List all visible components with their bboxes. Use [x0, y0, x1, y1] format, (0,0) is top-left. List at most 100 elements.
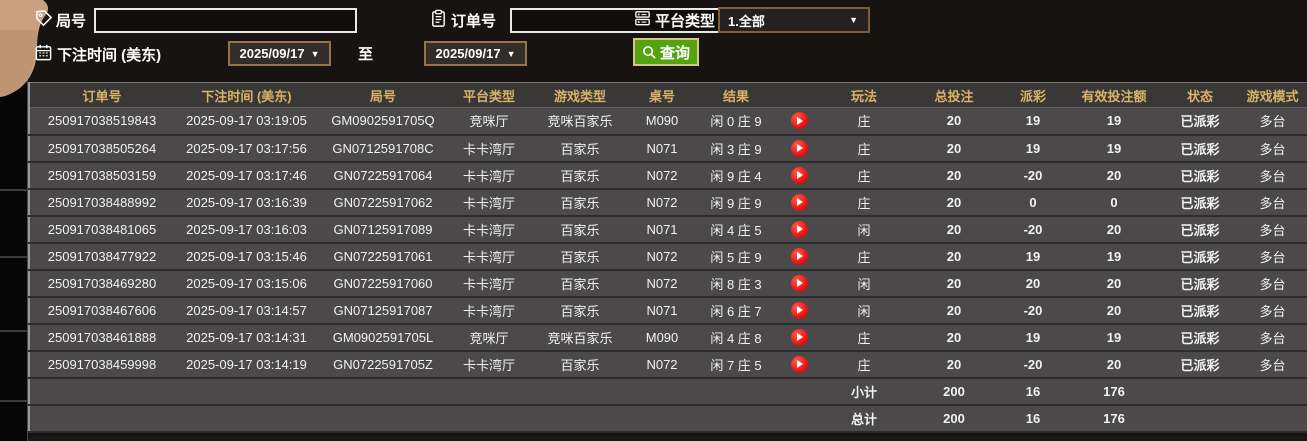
cell-total-bet: 20 [907, 296, 1001, 325]
play-icon[interactable] [790, 355, 808, 373]
cell-platform: 卡卡湾厅 [447, 269, 531, 298]
order-no-label: 订单号 [451, 13, 497, 30]
play-icon[interactable] [790, 220, 808, 238]
cell-bet-time: 2025-09-17 03:14:19 [174, 350, 319, 379]
subtotal-total-bet: 200 [907, 376, 1001, 406]
column-header [777, 82, 821, 108]
cell-replay [777, 350, 821, 379]
cell-wager: 庄 [821, 107, 907, 136]
cell-order-no: 250917038469280 [29, 269, 174, 298]
table-row: 250917038467606 2025-09-17 03:14:57 GN07… [29, 296, 1307, 325]
cell-result: 闲 6 庄 7 [695, 296, 777, 325]
cell-payout: 20 [1001, 269, 1065, 298]
cell-game-type: 百家乐 [531, 161, 629, 190]
cell-total-bet: 20 [907, 107, 1001, 136]
cell-status: 已派彩 [1163, 215, 1237, 244]
column-header: 派彩 [1001, 82, 1065, 108]
table-row: 250917038461888 2025-09-17 03:14:31 GM09… [29, 323, 1307, 352]
play-icon[interactable] [790, 166, 808, 184]
game-no-label: 局号 [56, 13, 87, 30]
cell-replay [777, 215, 821, 244]
cell-order-no: 250917038477922 [29, 242, 174, 271]
cell-order-no: 250917038467606 [29, 296, 174, 325]
total-payout: 16 [1001, 403, 1065, 433]
total-spacer [29, 403, 821, 433]
cell-order-no: 250917038488992 [29, 188, 174, 217]
chevron-down-icon: ▼ [310, 48, 320, 59]
subtotal-row: 小计 200 16 176 [29, 376, 1307, 406]
game-no-input[interactable] [94, 8, 357, 33]
cell-status: 已派彩 [1163, 323, 1237, 352]
cell-game-no: GN07125917087 [319, 296, 447, 325]
play-icon[interactable] [790, 274, 808, 292]
cell-table-no: N071 [629, 215, 695, 244]
platform-type-select[interactable]: 1.全部 ▼ [718, 7, 870, 33]
cell-game-mode: 多台 [1237, 323, 1307, 352]
date-to-picker[interactable]: 2025/09/17 ▼ [424, 41, 527, 66]
date-from-picker[interactable]: 2025/09/17 ▼ [228, 41, 331, 66]
cell-result: 闲 5 庄 9 [695, 242, 777, 271]
search-icon [643, 45, 656, 59]
strip-divider [0, 256, 27, 258]
cell-game-type: 百家乐 [531, 242, 629, 271]
table-header-row: 订单号 下注时间 (美东) 局号 平台类型 游戏类型 桌号 结果 玩法 总投注 派彩 有效投注额 状态… [29, 82, 1307, 108]
total-label: 总计 [821, 403, 907, 433]
cell-total-bet: 20 [907, 215, 1001, 244]
cell-result: 闲 4 庄 8 [695, 323, 777, 352]
cell-valid-bet: 19 [1065, 107, 1163, 136]
cell-wager: 庄 [821, 161, 907, 190]
column-header: 有效投注额 [1065, 82, 1163, 108]
play-icon[interactable] [790, 112, 808, 130]
column-header: 状态 [1163, 82, 1237, 108]
tag-icon [34, 9, 53, 28]
column-header: 下注时间 (美东) [174, 82, 319, 108]
cell-result: 闲 8 庄 3 [695, 269, 777, 298]
cell-table-no: N071 [629, 134, 695, 163]
cell-wager: 闲 [821, 269, 907, 298]
cell-platform: 卡卡湾厅 [447, 296, 531, 325]
table-row: 250917038503159 2025-09-17 03:17:46 GN07… [29, 161, 1307, 190]
play-icon[interactable] [790, 247, 808, 265]
play-icon[interactable] [790, 139, 808, 157]
play-icon[interactable] [790, 328, 808, 346]
cell-table-no: N072 [629, 350, 695, 379]
platform-type-value: 1.全部 [728, 13, 765, 29]
cell-status: 已派彩 [1163, 134, 1237, 163]
cell-game-mode: 多台 [1237, 161, 1307, 190]
cell-payout: 19 [1001, 134, 1065, 163]
table-row: 250917038519843 2025-09-17 03:19:05 GM09… [29, 107, 1307, 136]
cell-game-mode: 多台 [1237, 188, 1307, 217]
clipboard-icon [429, 9, 448, 28]
cell-payout: 19 [1001, 107, 1065, 136]
calendar-icon [34, 43, 53, 62]
cell-table-no: N072 [629, 188, 695, 217]
cell-replay [777, 323, 821, 352]
side-tab-corner [0, 0, 52, 97]
subtotal-empty [1163, 376, 1237, 406]
table-row: 250917038477922 2025-09-17 03:15:46 GN07… [29, 242, 1307, 271]
cell-bet-time: 2025-09-17 03:15:46 [174, 242, 319, 271]
play-icon[interactable] [790, 193, 808, 211]
play-icon[interactable] [790, 301, 808, 319]
cell-game-type: 百家乐 [531, 215, 629, 244]
cell-game-type: 百家乐 [531, 296, 629, 325]
cell-replay [777, 242, 821, 271]
cell-total-bet: 20 [907, 161, 1001, 190]
stack-icon [633, 9, 652, 28]
cell-total-bet: 20 [907, 269, 1001, 298]
cell-game-type: 百家乐 [531, 134, 629, 163]
cell-total-bet: 20 [907, 323, 1001, 352]
cell-order-no: 250917038505264 [29, 134, 174, 163]
cell-status: 已派彩 [1163, 350, 1237, 379]
search-button[interactable]: 查询 [633, 38, 700, 66]
cell-platform: 竞咪厅 [447, 107, 531, 136]
cell-platform: 卡卡湾厅 [447, 161, 531, 190]
chevron-down-icon: ▼ [849, 15, 858, 25]
cell-status: 已派彩 [1163, 107, 1237, 136]
cell-order-no: 250917038481065 [29, 215, 174, 244]
cell-bet-time: 2025-09-17 03:14:57 [174, 296, 319, 325]
cell-payout: -20 [1001, 350, 1065, 379]
cell-status: 已派彩 [1163, 161, 1237, 190]
table-row: 250917038459998 2025-09-17 03:14:19 GN07… [29, 350, 1307, 379]
column-header: 游戏模式 [1237, 82, 1307, 108]
